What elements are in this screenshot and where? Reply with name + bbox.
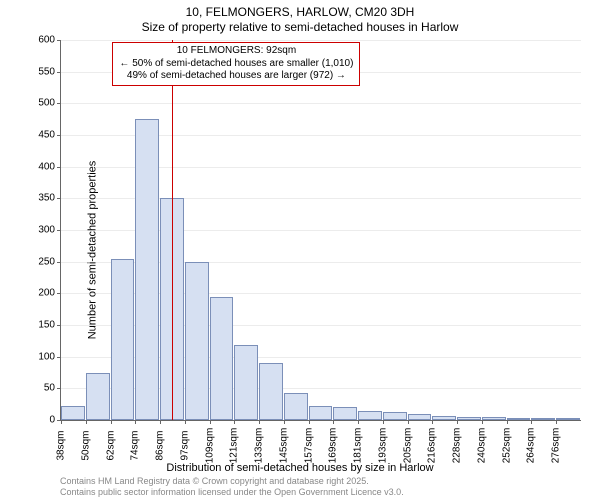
x-tick-mark (160, 420, 161, 424)
gridline-h (61, 420, 581, 421)
x-tick-label: 74sqm (130, 430, 141, 460)
x-tick-mark (234, 420, 235, 424)
chart-title-main: 10, FELMONGERS, HARLOW, CM20 3DH (0, 5, 600, 19)
x-tick-mark (531, 420, 532, 424)
annotation-line: ← 50% of semi-detached houses are smalle… (119, 58, 353, 71)
x-tick-label: 181sqm (353, 428, 364, 464)
histogram-bar (408, 414, 432, 420)
y-tick-label: 550 (38, 66, 61, 77)
histogram-bar (61, 406, 85, 420)
footer-attribution: Contains HM Land Registry data © Crown c… (60, 476, 404, 498)
annotation-line: 10 FELMONGERS: 92sqm (119, 45, 353, 58)
x-tick-label: 252sqm (501, 428, 512, 464)
x-tick-label: 264sqm (526, 428, 537, 464)
x-tick-mark (210, 420, 211, 424)
x-tick-mark (432, 420, 433, 424)
histogram-bar (210, 297, 234, 421)
histogram-bar (234, 345, 258, 420)
x-tick-label: 205sqm (402, 428, 413, 464)
x-tick-mark (556, 420, 557, 424)
histogram-bar (457, 417, 481, 420)
x-tick-mark (383, 420, 384, 424)
x-tick-label: 193sqm (377, 428, 388, 464)
histogram-bar (333, 407, 357, 420)
histogram-bar (531, 418, 555, 420)
y-tick-label: 400 (38, 161, 61, 172)
x-tick-label: 109sqm (204, 428, 215, 464)
y-tick-label: 300 (38, 225, 61, 236)
histogram-bar (507, 418, 531, 420)
y-tick-label: 150 (38, 320, 61, 331)
histogram-bar (358, 411, 382, 421)
histogram-bar (556, 418, 580, 420)
x-tick-mark (284, 420, 285, 424)
x-tick-label: 276sqm (551, 428, 562, 464)
histogram-bar (309, 406, 333, 420)
x-tick-label: 38sqm (56, 430, 67, 460)
annotation-box: 10 FELMONGERS: 92sqm← 50% of semi-detach… (112, 42, 360, 86)
x-tick-label: 86sqm (155, 430, 166, 460)
y-tick-label: 250 (38, 256, 61, 267)
y-tick-label: 50 (44, 383, 61, 394)
y-tick-label: 500 (38, 98, 61, 109)
histogram-bar (284, 393, 308, 420)
x-tick-label: 97sqm (179, 430, 190, 460)
histogram-bar (259, 363, 283, 420)
x-tick-mark (61, 420, 62, 424)
histogram-bar (383, 412, 407, 420)
x-tick-mark (408, 420, 409, 424)
x-tick-mark (259, 420, 260, 424)
x-tick-mark (333, 420, 334, 424)
x-axis-label: Distribution of semi-detached houses by … (0, 462, 600, 474)
x-tick-mark (482, 420, 483, 424)
x-tick-label: 228sqm (452, 428, 463, 464)
x-tick-mark (507, 420, 508, 424)
histogram-bar (185, 262, 209, 420)
histogram-bar (111, 259, 135, 421)
histogram-bar (86, 373, 110, 421)
footer-line-1: Contains HM Land Registry data © Crown c… (60, 476, 404, 487)
y-tick-label: 350 (38, 193, 61, 204)
y-tick-label: 0 (49, 415, 61, 426)
y-tick-label: 600 (38, 35, 61, 46)
x-tick-mark (111, 420, 112, 424)
x-tick-label: 169sqm (328, 428, 339, 464)
x-tick-mark (309, 420, 310, 424)
x-tick-label: 240sqm (476, 428, 487, 464)
gridline-h (61, 40, 581, 41)
x-tick-label: 62sqm (105, 430, 116, 460)
y-tick-label: 450 (38, 130, 61, 141)
x-tick-mark (185, 420, 186, 424)
histogram-bar (135, 119, 159, 420)
footer-line-2: Contains public sector information licen… (60, 487, 404, 498)
plot-area: 05010015020025030035040045050055060038sq… (60, 40, 581, 421)
chart-title-sub: Size of property relative to semi-detach… (0, 20, 600, 34)
x-tick-label: 216sqm (427, 428, 438, 464)
x-tick-label: 145sqm (278, 428, 289, 464)
chart-container: 10, FELMONGERS, HARLOW, CM20 3DH Size of… (0, 0, 600, 500)
histogram-bar (482, 417, 506, 420)
x-tick-mark (86, 420, 87, 424)
x-tick-label: 121sqm (229, 428, 240, 464)
marker-line (172, 40, 173, 420)
x-tick-label: 157sqm (303, 428, 314, 464)
x-tick-mark (457, 420, 458, 424)
y-tick-label: 100 (38, 351, 61, 362)
x-tick-mark (135, 420, 136, 424)
gridline-h (61, 103, 581, 104)
x-tick-mark (358, 420, 359, 424)
histogram-bar (432, 416, 456, 420)
x-tick-label: 133sqm (254, 428, 265, 464)
y-tick-label: 200 (38, 288, 61, 299)
annotation-line: 49% of semi-detached houses are larger (… (119, 70, 353, 83)
x-tick-label: 50sqm (80, 430, 91, 460)
